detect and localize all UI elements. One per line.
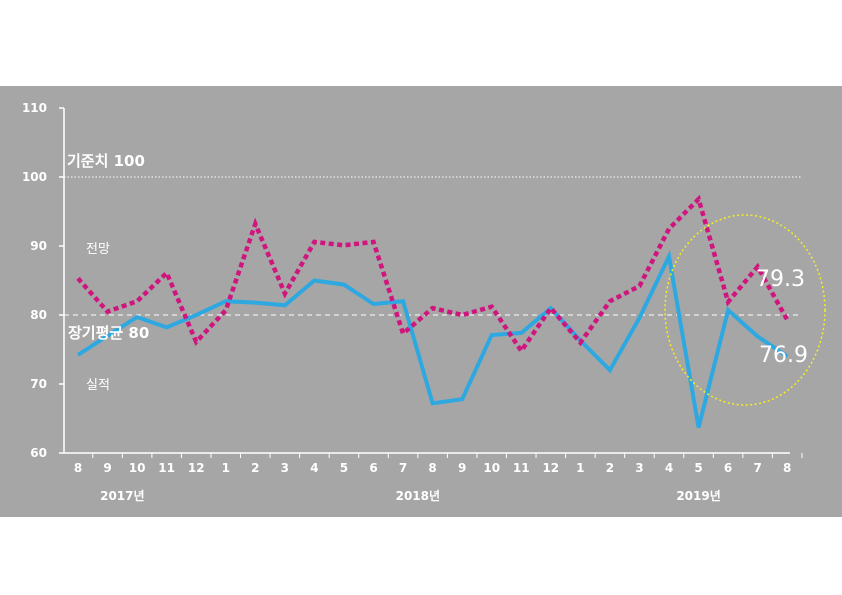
- year-label: 2019년: [676, 489, 720, 503]
- chart-background: [0, 86, 842, 517]
- x-tick-label: 1: [222, 461, 230, 475]
- x-tick-label: 11: [513, 461, 530, 475]
- y-tick-label: 90: [30, 239, 47, 253]
- long-term-average-label: 장기평균 80: [68, 324, 149, 342]
- x-tick-label: 11: [158, 461, 175, 475]
- y-ticks: 60 70 80 90 100 110: [22, 101, 64, 460]
- y-tick-label: 70: [30, 377, 47, 391]
- x-tick-label: 10: [483, 461, 500, 475]
- x-tick-label: 7: [399, 461, 407, 475]
- x-tick-label: 5: [694, 461, 702, 475]
- year-label: 2017년: [100, 489, 144, 503]
- x-tick-label: 9: [103, 461, 111, 475]
- x-tick-label: 8: [74, 461, 82, 475]
- y-tick-label: 80: [30, 308, 47, 322]
- points-actual: [77, 256, 788, 428]
- x-tick-label: 2: [606, 461, 614, 475]
- x-tick-label: 4: [665, 461, 673, 475]
- x-tick-label: 7: [753, 461, 761, 475]
- points-forecast: [77, 198, 788, 351]
- x-tick-label: 12: [542, 461, 559, 475]
- year-label: 2018년: [396, 489, 440, 503]
- x-tick-label: 1: [576, 461, 584, 475]
- x-tick-label: 3: [281, 461, 289, 475]
- x-tick-label: 5: [340, 461, 348, 475]
- callout-forecast-value: 79.3: [756, 267, 805, 292]
- y-tick-label: 110: [22, 101, 47, 115]
- x-tick-label: 2: [251, 461, 259, 475]
- x-tick-label: 8: [783, 461, 791, 475]
- y-tick-label: 100: [22, 170, 47, 184]
- x-tick-label: 6: [369, 461, 377, 475]
- x-tick-label: 9: [458, 461, 466, 475]
- y-tick-label: 60: [30, 446, 47, 460]
- baseline-100-label: 기준치 100: [67, 152, 145, 170]
- callout-actual-value: 76.9: [759, 343, 808, 368]
- x-ticks: 8 9 10 11 12 1 2 3 4 5 6 7 8 9 10 11 12 1 2 3 4 5 6 7 8: [74, 453, 803, 475]
- series-label-forecast: 전망: [86, 242, 110, 257]
- x-tick-label: 8: [428, 461, 436, 475]
- x-tick-label: 10: [129, 461, 146, 475]
- x-tick-label: 3: [635, 461, 643, 475]
- highlight-circle: [664, 214, 826, 406]
- x-tick-label: 6: [724, 461, 732, 475]
- x-tick-label: 4: [310, 461, 318, 475]
- x-tick-label: 12: [188, 461, 205, 475]
- series-label-actual: 실적: [86, 378, 110, 393]
- year-labels: 2017년 2018년 2019년: [100, 489, 721, 503]
